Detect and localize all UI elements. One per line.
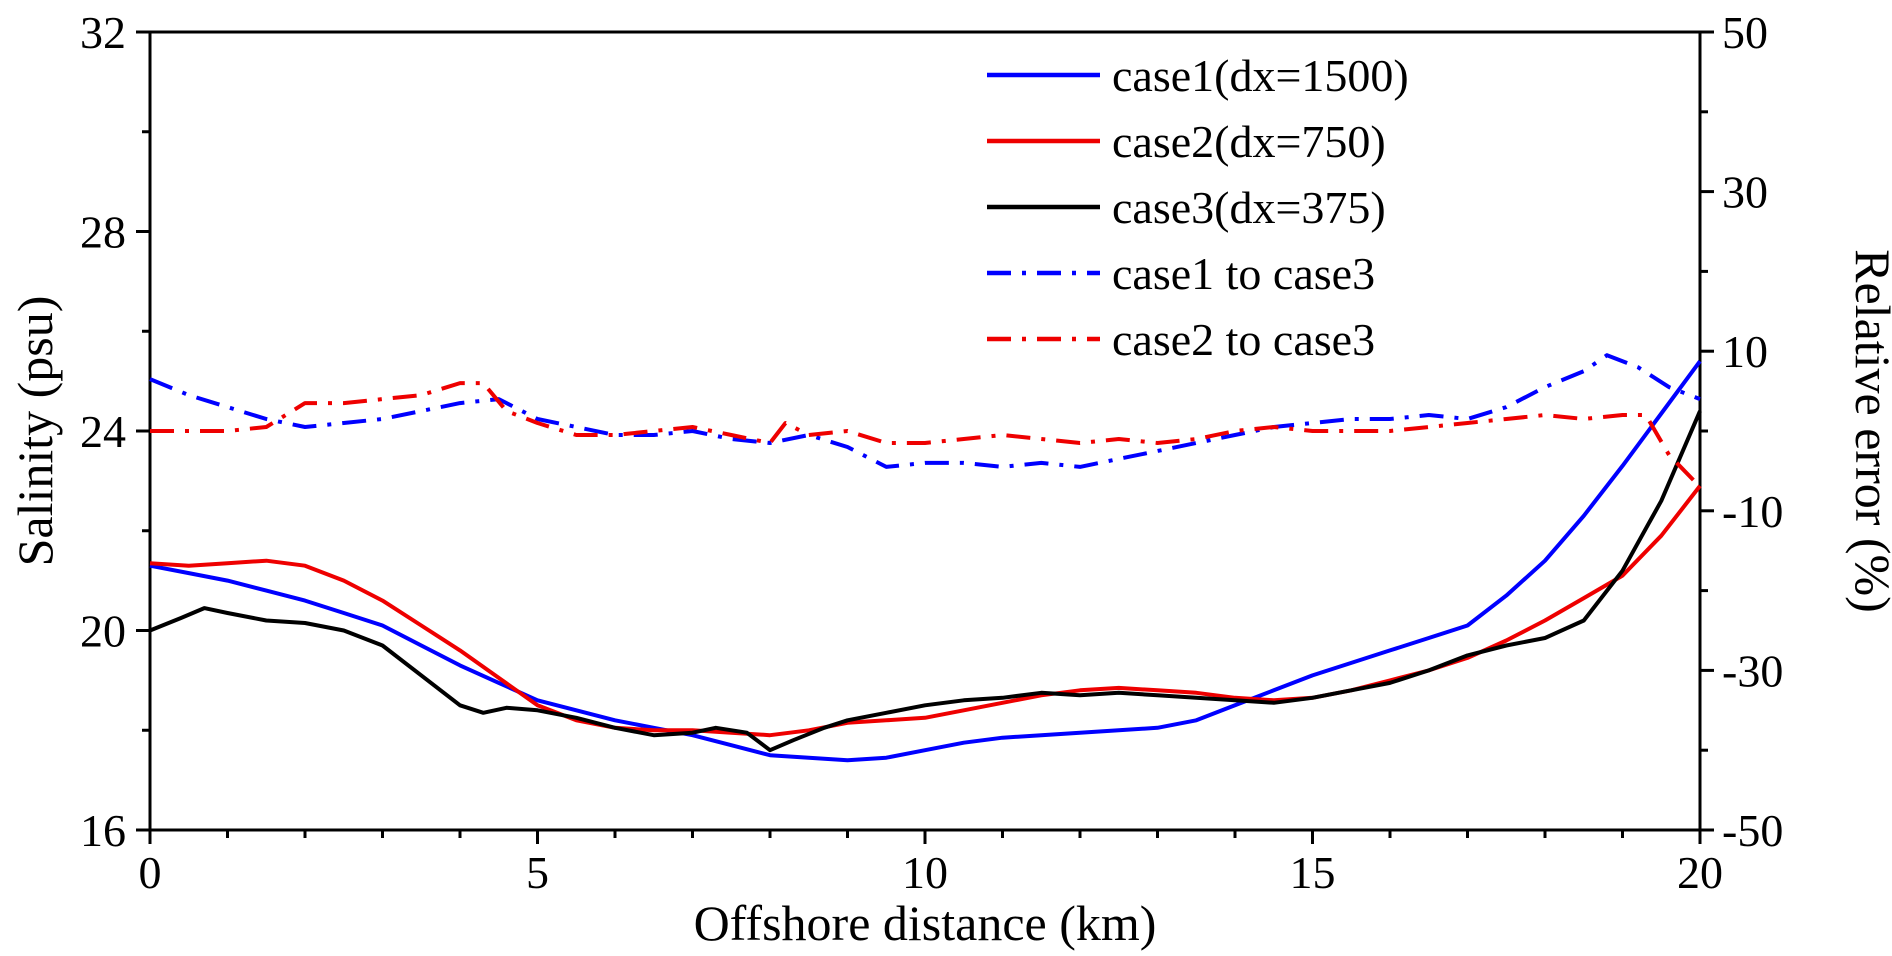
x-tick-label: 15: [1290, 847, 1336, 898]
y-right-tick-label: -30: [1722, 645, 1783, 696]
plot-border: [148, 30, 1702, 832]
series-line-case3-dx-375-: [149, 410, 1702, 753]
legend-label-case1-to-case3: case1 to case3: [1112, 248, 1375, 299]
legend: case1(dx=1500) case2(dx=750) case3(dx=37…: [1112, 50, 1409, 365]
y-left-axis-title: Salinity (psu): [7, 296, 63, 567]
x-tick-label: 5: [526, 847, 549, 898]
y-right-tick-label: -10: [1722, 486, 1783, 537]
chart-geometry: [136, 30, 1714, 844]
series-line-case1-to-case3: [149, 353, 1701, 469]
legend-label-case1: case1(dx=1500): [1112, 50, 1409, 101]
legend-label-case2-to-case3: case2 to case3: [1112, 314, 1375, 365]
legend-label-case2: case2(dx=750): [1112, 116, 1386, 167]
y-left-tick-label: 24: [80, 406, 126, 457]
legend-label-case3: case3(dx=375): [1112, 182, 1386, 233]
x-tick-label: 0: [139, 847, 162, 898]
series-line-case2-dx-750-: [149, 484, 1702, 738]
y-right-tick-label: -50: [1722, 805, 1783, 856]
series-line-case2-to-case3: [150, 381, 1702, 489]
y-left-tick-label: 20: [80, 606, 126, 657]
y-right-tick-label: 30: [1722, 167, 1768, 218]
y-right-tick-label: 50: [1722, 7, 1768, 58]
y-right-tick-label: 10: [1722, 326, 1768, 377]
y-left-tick-label: 32: [80, 7, 126, 58]
x-axis-title: Offshore distance (km): [694, 895, 1157, 951]
y-right-axis-title: Relative error (%): [1845, 249, 1892, 613]
y-left-tick-label: 28: [80, 207, 126, 258]
x-tick-label: 20: [1677, 847, 1723, 898]
x-tick-label: 10: [902, 847, 948, 898]
y-left-tick-label: 16: [80, 805, 126, 856]
series-line-case1-dx-1500-: [149, 360, 1702, 763]
